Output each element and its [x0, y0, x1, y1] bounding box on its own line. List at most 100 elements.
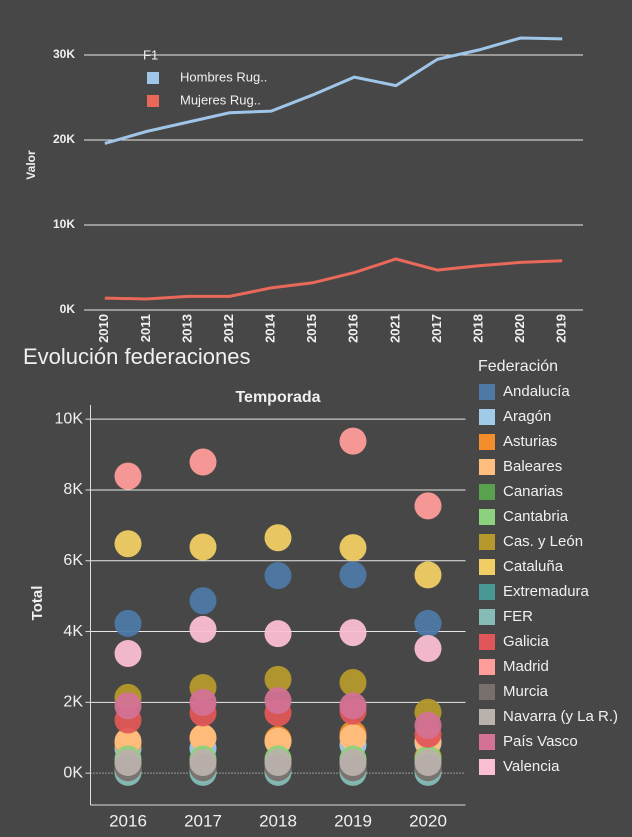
x-tick-label: 2016	[109, 811, 147, 830]
y-tick-label: 8K	[63, 481, 83, 498]
dot	[339, 749, 367, 777]
x-axis-title: Temporada	[235, 389, 320, 406]
y-axis-title: Total	[29, 586, 46, 621]
dot	[114, 530, 142, 558]
x-tick-label: 2018	[259, 811, 297, 830]
legend-label: Cataluña	[503, 558, 564, 575]
line	[104, 257, 563, 301]
legend-swatch	[147, 95, 159, 107]
legend-swatch	[147, 72, 159, 84]
y-tick-label: 20K	[53, 132, 75, 146]
dot	[339, 669, 367, 697]
legend-swatch	[479, 459, 495, 475]
dot	[414, 635, 442, 663]
legend-swatch	[479, 559, 495, 575]
dot	[339, 619, 367, 647]
chart-title: Evolución federaciones	[23, 344, 250, 369]
y-axis-title: Valor	[24, 150, 38, 180]
legend-label: Andalucía	[503, 383, 570, 400]
dot	[189, 749, 217, 777]
y-tick-label: 2K	[63, 694, 83, 711]
legend-label: Mujeres Rug..	[180, 92, 261, 107]
y-tick-label: 30K	[53, 47, 75, 61]
x-tick-label: 2011	[138, 314, 153, 342]
legend-swatch	[479, 434, 495, 450]
x-tick-label: 2019	[554, 314, 569, 343]
legend-label: Asturias	[503, 433, 557, 450]
dot	[189, 448, 217, 476]
legend-label: Navarra (y La R.)	[503, 708, 618, 725]
dot	[114, 639, 142, 667]
y-tick-label: 4K	[63, 623, 83, 640]
legend-swatch	[479, 659, 495, 675]
dot	[414, 749, 442, 777]
x-tick-label: 2019	[334, 811, 372, 830]
dot	[414, 711, 442, 739]
legend-swatch	[479, 684, 495, 700]
dot	[339, 692, 367, 720]
dot	[114, 462, 142, 490]
legend-swatch	[479, 509, 495, 525]
legend-label: Hombres Rug..	[180, 69, 267, 84]
legend-swatch	[479, 384, 495, 400]
dot	[264, 620, 292, 648]
legend-swatch	[479, 484, 495, 500]
legend-swatch	[479, 584, 495, 600]
y-tick-label: 10K	[53, 217, 75, 231]
legend-title: Federación	[478, 358, 558, 375]
legend-label: País Vasco	[503, 733, 578, 750]
legend-label: Galicia	[503, 633, 550, 650]
dot	[189, 724, 217, 752]
legend-label: Aragón	[503, 408, 551, 425]
y-tick-label: 0K	[60, 302, 76, 316]
x-tick-label: 2020	[512, 314, 527, 343]
dot	[114, 749, 142, 777]
legend-label: FER	[503, 608, 533, 625]
legend-label: Extremadura	[503, 583, 590, 600]
x-tick-label: 2016	[346, 314, 361, 343]
x-tick-label: 2014	[263, 313, 278, 343]
dot	[264, 562, 292, 590]
dot	[189, 587, 217, 615]
legend-label: Murcia	[503, 683, 549, 700]
legend-label: Valencia	[503, 758, 560, 775]
dot	[189, 615, 217, 643]
x-tick-label: 2021	[387, 314, 402, 343]
legend-label: Cas. y León	[503, 533, 583, 550]
line	[104, 36, 563, 145]
x-tick-label: 2017	[429, 314, 444, 343]
x-tick-label: 2010	[96, 314, 111, 343]
legend-swatch	[479, 734, 495, 750]
legend-swatch	[479, 759, 495, 775]
legend-swatch	[479, 609, 495, 625]
dot	[114, 609, 142, 637]
legend-label: Madrid	[503, 658, 549, 675]
legend-swatch	[479, 534, 495, 550]
x-tick-label: 2015	[304, 314, 319, 343]
legend-label: Canarias	[503, 483, 563, 500]
dot	[339, 427, 367, 455]
dot	[264, 524, 292, 552]
y-tick-label: 0K	[63, 764, 83, 781]
x-tick-label: 2012	[221, 314, 236, 343]
legend-swatch	[479, 709, 495, 725]
legend-swatch	[479, 634, 495, 650]
dot	[339, 724, 367, 752]
dot	[264, 665, 292, 693]
x-tick-label: 2013	[179, 314, 194, 343]
y-tick-label: 6K	[63, 552, 83, 569]
x-tick-label: 2018	[470, 314, 485, 343]
legend-swatch	[479, 409, 495, 425]
x-tick-label: 2017	[184, 811, 222, 830]
dot	[264, 687, 292, 715]
dot	[114, 692, 142, 720]
legend-label: Cantabria	[503, 508, 569, 525]
dot	[264, 749, 292, 777]
y-tick-label: 10K	[55, 410, 84, 427]
dot	[339, 534, 367, 562]
dot	[414, 492, 442, 520]
dot	[189, 688, 217, 716]
dot	[414, 609, 442, 637]
legend-label: Baleares	[503, 458, 562, 475]
